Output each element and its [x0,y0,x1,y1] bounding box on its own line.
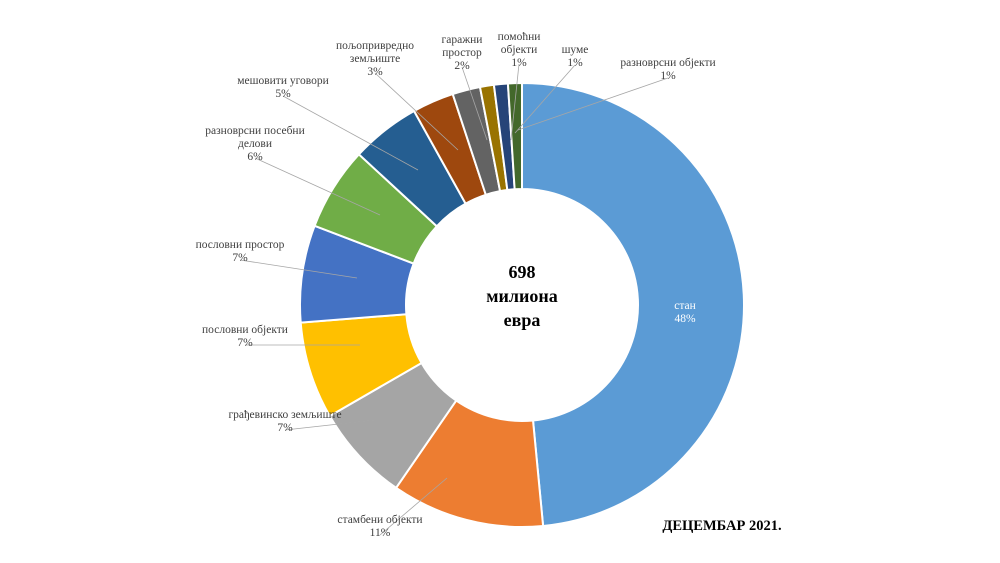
slice-label-4: пословни простор 7% [196,239,285,264]
slice-label-1: стамбени објекти 11% [337,514,422,539]
leader-line-4 [239,259,358,279]
center-line-3: евра [504,310,541,330]
center-line-2: милиона [486,286,557,306]
slice-label-8: гаражни простор 2% [442,34,483,72]
slice-0 [521,81,745,528]
slice-label-7: пољопривредно земљиште 3% [336,40,414,78]
slice-label-2: грађевинско земљиште 7% [228,409,341,434]
leader-line-5 [254,157,381,216]
slice-label-11: разноврсни објекти 1% [620,57,715,82]
center-line-1: 698 [509,262,536,282]
slice-label-0: стан 48% [674,300,696,325]
center-label: 698 милиона евра [486,262,557,330]
leader-line-7 [374,72,459,151]
slice-label-9: помоћни објекти 1% [498,31,541,69]
slices-group [299,81,745,528]
leader-line-11 [517,77,669,131]
leader-line-8 [461,66,488,141]
leader-line-2 [284,419,376,431]
leader-line-9 [510,63,520,141]
leader-line-6 [282,95,419,171]
slice-label-5: разноврсни посебни делови 6% [205,125,304,163]
leader-line-1 [379,477,448,536]
chart-footer-date: ДЕЦЕМБАР 2021. [662,518,781,534]
leader-lines-group [239,63,669,536]
slice-label-10: шуме 1% [562,44,589,69]
slice-11 [506,81,523,191]
slice-label-3: пословни објекти 7% [202,324,288,349]
leader-line-10 [514,64,576,134]
slice-label-6: мешовити уговори 5% [237,75,329,100]
labels-group: стан 48% стамбени објекти 11% грађевинско зе… [196,31,716,539]
